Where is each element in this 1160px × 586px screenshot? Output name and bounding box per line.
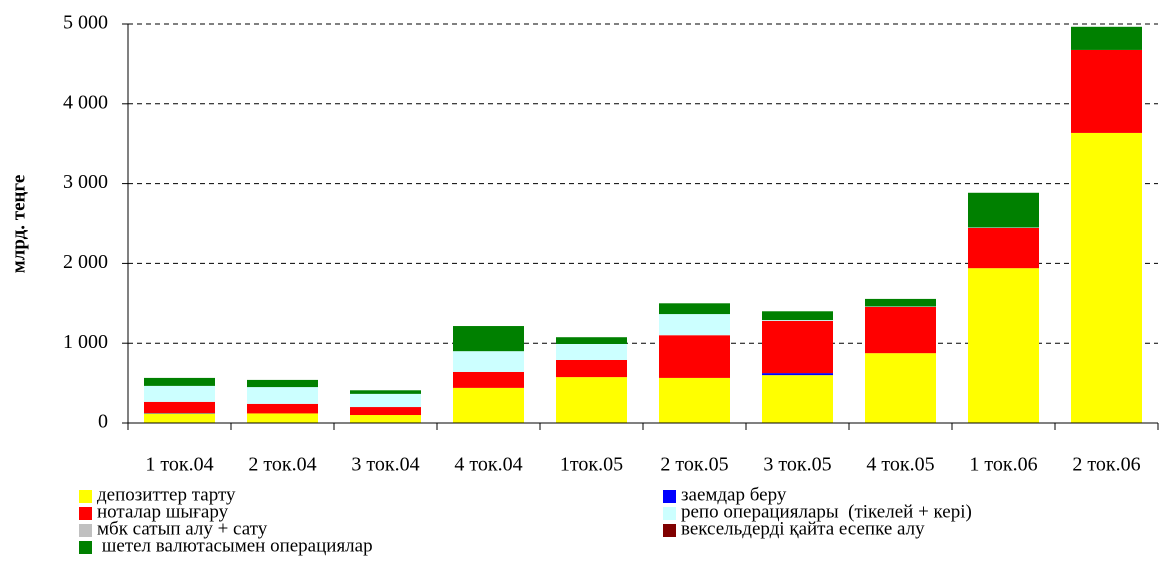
bar-segment	[556, 359, 627, 378]
x-tick-label: 2 ток.04	[248, 454, 316, 476]
bar-segment	[659, 377, 730, 423]
bar-segment	[968, 192, 1039, 228]
bar-segment	[350, 390, 421, 394]
bar-segment	[865, 298, 936, 307]
legend-label: вексельдерді қайта есепке алу	[681, 518, 925, 539]
x-tick-label: 4 ток.04	[454, 454, 522, 476]
bar-segment	[968, 227, 1039, 269]
bar-segment	[350, 407, 421, 416]
bar-segment	[453, 387, 524, 423]
y-tick-label: 5 000	[63, 12, 108, 34]
legend-label: депозиттер тарту	[97, 484, 236, 505]
bar-segment	[762, 373, 833, 376]
bar-segment	[659, 335, 730, 378]
y-tick-label: 4 000	[63, 91, 108, 113]
bar-segment	[247, 403, 318, 414]
x-tick-label: 1ток.05	[560, 454, 623, 476]
legend-label: шетел валютасымен операциялар	[97, 535, 373, 556]
bar-segment	[144, 385, 215, 402]
bar-segment	[762, 375, 833, 423]
legend-swatch	[79, 524, 92, 537]
y-tick-label: 0	[98, 411, 108, 433]
y-axis-label: млрд. теңге	[8, 175, 29, 274]
bar-segment	[762, 320, 833, 374]
bar-segment	[247, 379, 318, 388]
y-tick-label: 1 000	[63, 331, 108, 353]
bar-segment	[453, 371, 524, 388]
x-tick-label: 3 ток.04	[351, 454, 419, 476]
bar-segment	[247, 413, 318, 423]
legend-label: ноталар шығару	[97, 501, 229, 522]
legend-swatch	[79, 490, 92, 503]
legend-label: репо операциялары (тікелей + кері)	[681, 501, 972, 522]
bar-segment	[556, 337, 627, 344]
bar-segment	[1071, 26, 1142, 50]
legend-swatch	[663, 507, 676, 520]
x-tick-label: 1 ток.04	[145, 454, 213, 476]
y-tick-label: 2 000	[63, 251, 108, 273]
bar-segment	[453, 326, 524, 352]
bar-segment	[865, 306, 936, 354]
bar-segment	[144, 377, 215, 386]
bar-segment	[247, 387, 318, 404]
bar-segment	[659, 314, 730, 336]
legend-swatch	[663, 524, 676, 537]
y-tick-label: 3 000	[63, 171, 108, 193]
bar-segment	[865, 353, 936, 423]
x-tick-label: 1 ток.06	[969, 454, 1037, 476]
legend-swatch	[79, 541, 92, 554]
x-tick-label: 3 ток.05	[763, 454, 831, 476]
legend-swatch	[663, 490, 676, 503]
bar-segment	[968, 268, 1039, 423]
bar-segment	[1071, 49, 1142, 133]
x-tick-label: 2 ток.05	[660, 454, 728, 476]
x-tick-label: 4 ток.05	[866, 454, 934, 476]
bar-segment	[556, 343, 627, 360]
bar-segment	[350, 393, 421, 408]
legend-label: мбк сатып алу + сату	[97, 518, 268, 539]
legend-label: заемдар беру	[681, 484, 787, 505]
bar-segment	[762, 320, 833, 321]
bar-segment	[1071, 132, 1142, 423]
bar-segment	[453, 351, 524, 372]
bar-segment	[350, 415, 421, 423]
bar-segment	[762, 311, 833, 321]
bar-segment	[556, 377, 627, 423]
x-tick-label: 2 ток.06	[1072, 454, 1140, 476]
legend-swatch	[79, 507, 92, 520]
bar-segment	[144, 401, 215, 414]
bar-segment	[659, 303, 730, 315]
bar-segment	[144, 413, 215, 423]
